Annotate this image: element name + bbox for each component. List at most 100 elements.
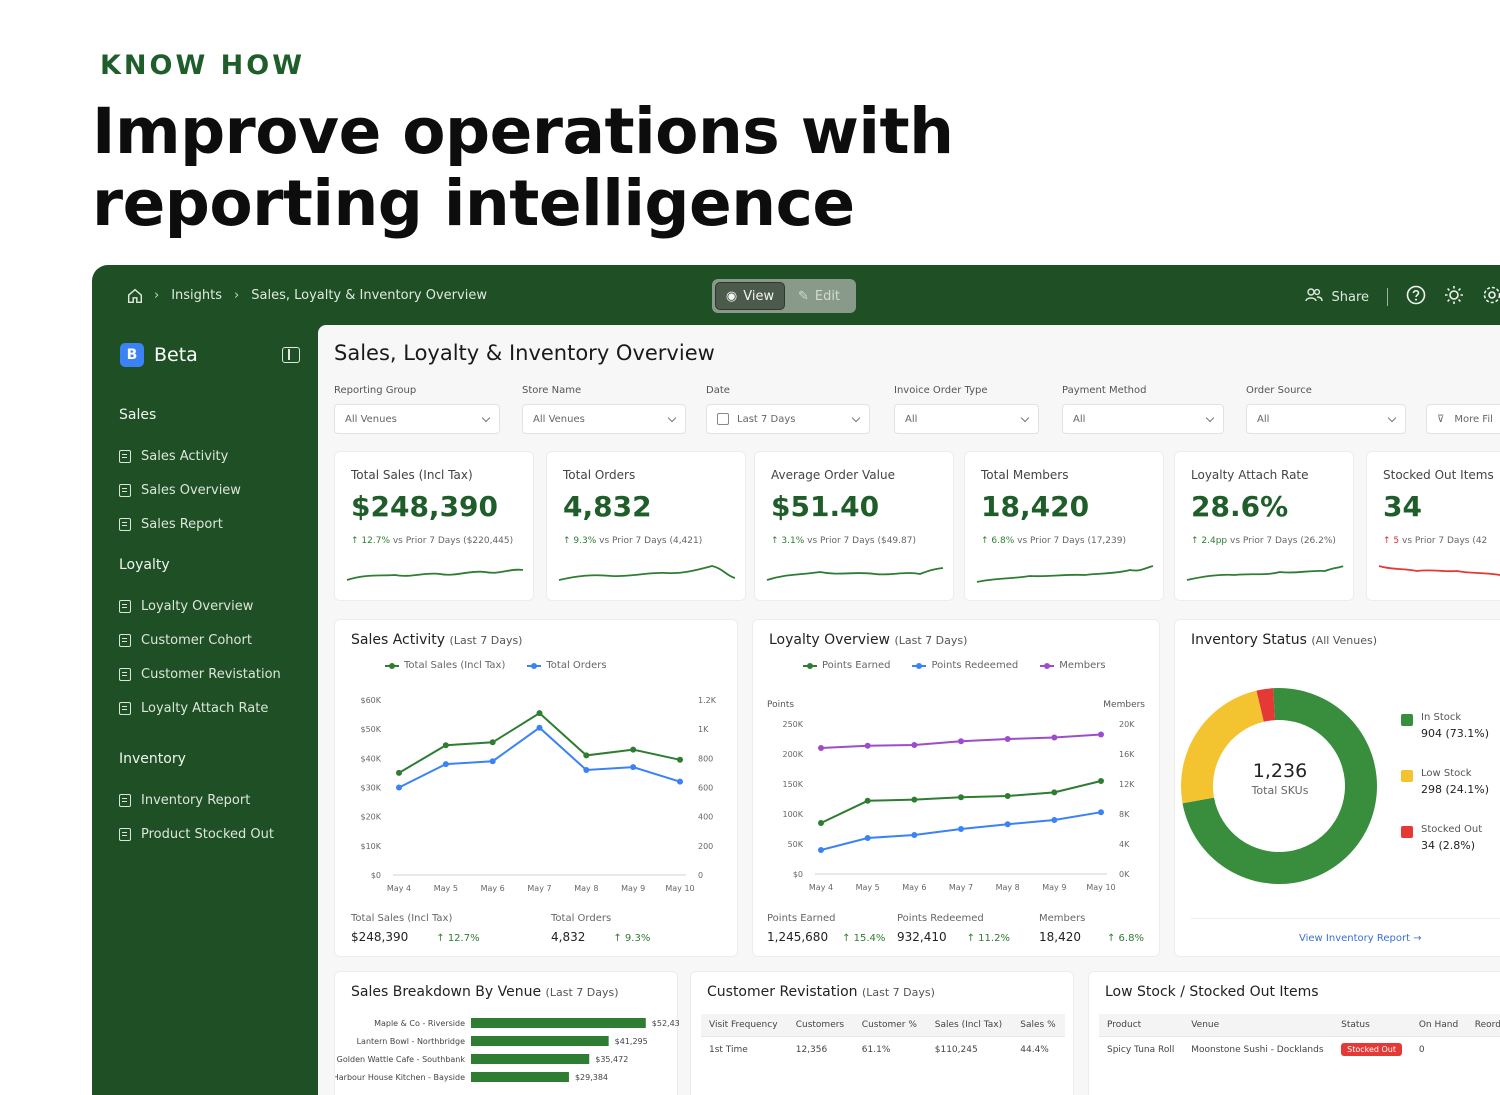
data-point: [958, 738, 964, 745]
loyalty-overview-chart: $0 0K 50K 4K 100K 8K 150K 12K 200K 16K 250K 20K May …: [782, 720, 1135, 892]
table-row[interactable]: 1st Time 12,356 61.1% $110,245 44.4%: [701, 1037, 1065, 1064]
sun-icon[interactable]: [1444, 285, 1464, 309]
y-tick-label-left: 250K: [782, 720, 803, 729]
footer-stat-delta: ↑ 15.4%: [842, 933, 886, 944]
y-tick-label-right: 12K: [1119, 780, 1135, 789]
sidebar-item-inventory-report[interactable]: Inventory Report: [119, 783, 274, 817]
footer-stat-label: Total Orders: [551, 913, 612, 924]
footer-stat-value: 932,410: [897, 930, 947, 944]
donut-legend-item: Low Stock 298 (24.1%): [1401, 768, 1489, 796]
table-header[interactable]: Reorde: [1466, 1014, 1500, 1037]
sidebar-item-sales-report[interactable]: Sales Report: [119, 507, 241, 541]
table-header[interactable]: Venue: [1183, 1014, 1334, 1037]
x-tick-label: May 4: [387, 884, 411, 893]
table-cell: Spicy Tuna Roll: [1107, 1045, 1175, 1055]
sparkline: [976, 565, 1154, 583]
kpi-card: Total Members 18,420 ↑ 6.8% vs Prior 7 D…: [964, 451, 1164, 601]
filter-bar: Reporting Group All Venues Store Name Al…: [334, 385, 1500, 435]
table-header[interactable]: Product: [1099, 1014, 1184, 1037]
filter-select[interactable]: All Venues: [334, 404, 500, 434]
breadcrumb-insights[interactable]: Insights: [171, 287, 223, 303]
legend-item: Total Orders: [527, 660, 607, 671]
table-header-row: Visit Frequency Customers Customer % Sal…: [701, 1014, 1065, 1037]
right-axis-title: Members: [1103, 700, 1145, 710]
filter-select[interactable]: All: [1062, 404, 1224, 434]
filter-select[interactable]: Last 7 Days: [706, 404, 870, 434]
data-point: [911, 796, 918, 803]
table-header[interactable]: Status: [1333, 1014, 1411, 1037]
table-header[interactable]: Customers: [787, 1014, 854, 1037]
kpi-card: Average Order Value $51.40 ↑ 3.1% vs Pri…: [754, 451, 954, 601]
data-point: [818, 820, 824, 826]
table-header[interactable]: Visit Frequency: [701, 1014, 788, 1037]
y-tick-label-right: 8K: [1119, 810, 1130, 819]
table-header[interactable]: On Hand: [1410, 1014, 1467, 1037]
table-header[interactable]: Sales %: [1012, 1014, 1065, 1037]
table-header[interactable]: Sales (Incl Tax): [926, 1014, 1013, 1037]
data-point: [442, 761, 449, 768]
table-header[interactable]: Customer %: [853, 1014, 927, 1037]
sidebar-item-customer-revistation[interactable]: Customer Revistation: [119, 657, 281, 691]
data-point: [583, 767, 590, 773]
view-label: View: [743, 288, 775, 304]
sidebar-item-customer-cohort[interactable]: Customer Cohort: [119, 623, 281, 657]
more-filters-button[interactable]: ⊽ More Fil: [1426, 404, 1500, 434]
legend-value: 904 (73.1%): [1421, 727, 1490, 740]
filter-select[interactable]: All Venues: [522, 404, 686, 434]
footer-stat-value: 18,420: [1039, 930, 1081, 944]
legend-label: Members: [1059, 660, 1106, 671]
sidebar-collapse-icon[interactable]: [282, 347, 300, 363]
x-tick-label: May 8: [996, 883, 1020, 892]
series-line: [398, 726, 681, 789]
filter-label: Order Source: [1246, 385, 1312, 396]
sidebar-item-loyalty-attach-rate[interactable]: Loyalty Attach Rate: [119, 691, 281, 725]
home-icon[interactable]: [126, 287, 143, 304]
data-point: [818, 745, 824, 751]
donut-center-value: 1,236: [1252, 760, 1308, 782]
report-icon: [119, 517, 131, 531]
legend-swatch: [1401, 770, 1413, 782]
kpi-change: ↑ 12.7%: [351, 536, 390, 546]
filter-select[interactable]: All: [1246, 404, 1406, 434]
sales-activity-chart: $0 0 $10K 200 $20K 400 $30K 600 $40K 800 $50K 1K $60…: [360, 696, 716, 893]
table-cell: 1st Time: [709, 1045, 748, 1055]
bar: [471, 1072, 569, 1082]
edit-button[interactable]: ✎ Edit: [785, 282, 853, 310]
sidebar-item-product-stocked-out[interactable]: Product Stocked Out: [119, 817, 274, 851]
data-point: [958, 826, 964, 832]
page-title: Sales, Loyalty & Inventory Overview: [334, 341, 715, 365]
table-cell: 0: [1418, 1045, 1425, 1055]
sidebar-item-label: Product Stocked Out: [141, 826, 274, 842]
chevron-down-icon: [481, 413, 491, 422]
share-button[interactable]: Share: [1305, 288, 1369, 306]
kpi-compare: vs Prior 7 Days (42: [1399, 536, 1488, 546]
help-icon[interactable]: [1406, 285, 1426, 309]
sidebar-item-loyalty-overview[interactable]: Loyalty Overview: [119, 589, 281, 623]
chevron-down-icon: [1205, 413, 1215, 422]
legend-value: 298 (24.1%): [1421, 783, 1490, 796]
sidebar-item-sales-activity[interactable]: Sales Activity: [119, 439, 241, 473]
filter-value: All: [1257, 413, 1270, 425]
table-header-row: Product Venue Status On Hand Reorde: [1099, 1014, 1500, 1037]
x-tick-label: May 10: [1086, 883, 1115, 892]
view-edit-toggle: ◉ View ✎ Edit: [712, 279, 856, 313]
pencil-icon: ✎: [797, 288, 809, 304]
gear-icon[interactable]: [1482, 285, 1500, 309]
footer-stat-label: Points Earned: [767, 913, 836, 924]
footer-stat-delta: ↑ 6.8%: [1107, 933, 1144, 944]
view-inventory-report-link[interactable]: View Inventory Report →: [1299, 933, 1422, 944]
table-row[interactable]: Spicy Tuna Roll Moonstone Sushi - Dockla…: [1099, 1037, 1500, 1064]
sidebar-item-sales-overview[interactable]: Sales Overview: [119, 473, 241, 507]
data-point: [396, 784, 402, 791]
y-tick-label-left: $40K: [360, 754, 381, 763]
report-icon: [119, 667, 131, 681]
kpi-label: Stocked Out Items: [1383, 468, 1494, 482]
filter-select[interactable]: All: [894, 404, 1039, 434]
panel-title: Loyalty Overview (Last 7 Days): [769, 632, 967, 648]
view-button[interactable]: ◉ View: [715, 282, 785, 310]
data-point: [1051, 734, 1058, 741]
filter-date: Date Last 7 Days: [706, 385, 870, 434]
filter-label: Date: [706, 385, 730, 396]
y-tick-label-right: 600: [698, 784, 713, 793]
legend-swatch: [527, 662, 542, 669]
